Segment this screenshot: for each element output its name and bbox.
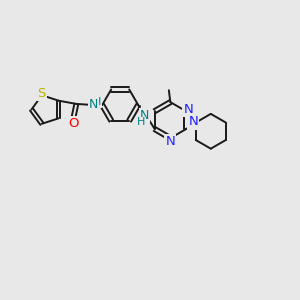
Text: N: N [184, 103, 193, 116]
Text: N: N [188, 116, 198, 128]
Text: S: S [37, 87, 46, 100]
Text: H: H [137, 117, 146, 128]
Text: H: H [93, 97, 101, 107]
Text: N: N [89, 98, 98, 111]
Text: N: N [166, 135, 175, 148]
Text: N: N [140, 109, 149, 122]
Text: O: O [68, 117, 78, 130]
